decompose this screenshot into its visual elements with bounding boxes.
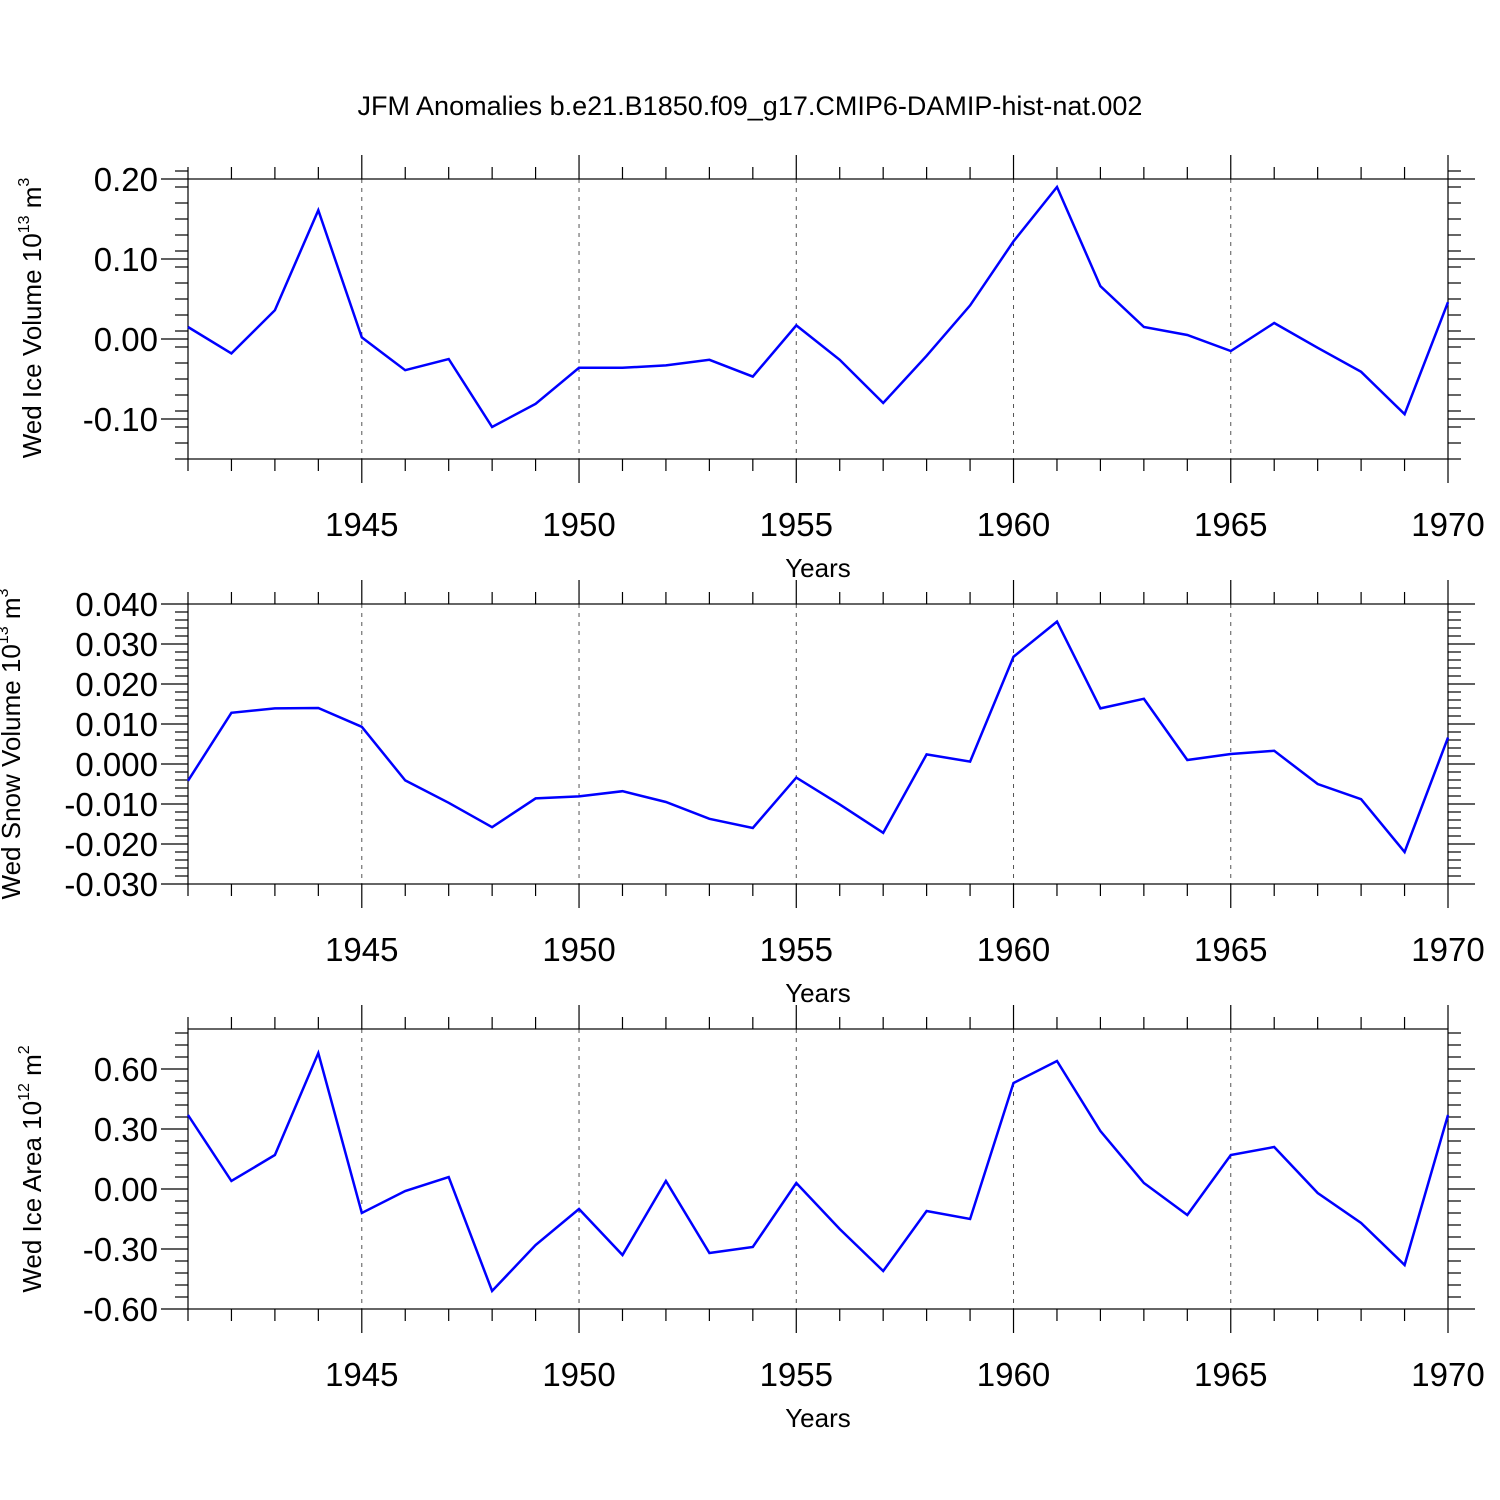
y-axis-title-unit: m (17, 1054, 47, 1083)
x-tick-label: 1970 (1411, 1356, 1484, 1393)
x-tick-label: 1970 (1411, 931, 1484, 968)
x-tick-label: 1960 (977, 1356, 1050, 1393)
x-tick-label: 1960 (977, 506, 1050, 543)
plot-frame (187, 178, 1449, 460)
y-axis-title-text: Wed Snow Volume 10 (0, 644, 26, 899)
x-axis-title: Years (785, 553, 851, 583)
x-axis-title: Years (785, 978, 851, 1008)
panel-1: -0.10 0.00 0.10 0.20 1945 1950 1955 1960 1965 197… (16, 155, 1485, 583)
x-tick-label: 1960 (977, 931, 1050, 968)
y-tick-label: 0.20 (94, 161, 158, 198)
plot-frame (187, 603, 1449, 885)
y-axis-title-unit: m (17, 187, 47, 216)
y-tick-label: -0.10 (83, 401, 158, 438)
x-tick-label: 1950 (542, 931, 615, 968)
x-tick-label: 1955 (760, 506, 833, 543)
y-tick-label: 0.020 (75, 666, 158, 703)
y-tick-label: 0.10 (94, 241, 158, 278)
y-axis-title-exponent: 13 (16, 215, 33, 233)
y-axis-title: Wed Ice Area 1012 m2 (16, 1045, 47, 1292)
y-axis-title-unit: m (0, 597, 26, 626)
plot-frame (187, 1028, 1449, 1310)
panel-3: -0.60 -0.30 0.00 0.30 0.60 1945 1950 1955 1960 19… (16, 1005, 1485, 1433)
y-tick-label: 0.030 (75, 626, 158, 663)
panel-2: -0.030-0.020-0.0100.0000.0100.0200.0300.… (0, 580, 1485, 1008)
y-axis-title: Wed Ice Volume 1013 m3 (16, 178, 47, 459)
series-line (186, 1049, 1450, 1294)
y-tick-label: -0.30 (83, 1231, 158, 1268)
y-axis-title-text: Wed Ice Volume 10 (17, 233, 47, 458)
x-tick-label: 1965 (1194, 1356, 1267, 1393)
y-tick-label: 0.010 (75, 706, 158, 743)
y-tick-label: 0.60 (94, 1051, 158, 1088)
series-line (186, 619, 1450, 855)
y-axis-title: Wed Snow Volume 1013 m3 (0, 588, 26, 899)
x-tick-label: 1945 (325, 1356, 398, 1393)
y-tick-label: 0.00 (94, 321, 158, 358)
x-tick-label: 1945 (325, 506, 398, 543)
y-tick-label: -0.60 (83, 1291, 158, 1328)
x-tick-label: 1955 (760, 1356, 833, 1393)
series-line (187, 184, 1450, 429)
x-tick-label: 1970 (1411, 506, 1484, 543)
x-tick-label: 1950 (542, 1356, 615, 1393)
panels: -0.10 0.00 0.10 0.20 1945 1950 1955 1960 1965 197… (0, 155, 1485, 1433)
y-tick-label: 0.30 (94, 1111, 158, 1148)
y-axis-title-exponent: 12 (16, 1083, 33, 1101)
y-axis-title-text: Wed Ice Area 10 (17, 1101, 47, 1293)
y-tick-label: 0.00 (94, 1171, 158, 1208)
y-tick-label: -0.010 (64, 786, 158, 823)
x-tick-label: 1965 (1194, 506, 1267, 543)
y-axis-title-unit-exponent: 3 (16, 178, 33, 187)
x-axis-title: Years (785, 1403, 851, 1433)
y-axis-title-unit-exponent: 2 (16, 1045, 33, 1054)
y-tick-label: 0.000 (75, 746, 158, 783)
y-axis-title-unit-exponent: 3 (0, 588, 12, 597)
y-tick-label: 0.040 (75, 586, 158, 623)
x-tick-label: 1945 (325, 931, 398, 968)
x-tick-label: 1955 (760, 931, 833, 968)
x-tick-label: 1950 (542, 506, 615, 543)
y-tick-label: -0.030 (64, 866, 158, 903)
x-tick-label: 1965 (1194, 931, 1267, 968)
y-axis-title-exponent: 13 (0, 626, 12, 644)
y-tick-label: -0.020 (64, 826, 158, 863)
chart-title: JFM Anomalies b.e21.B1850.f09_g17.CMIP6-… (358, 91, 1143, 121)
